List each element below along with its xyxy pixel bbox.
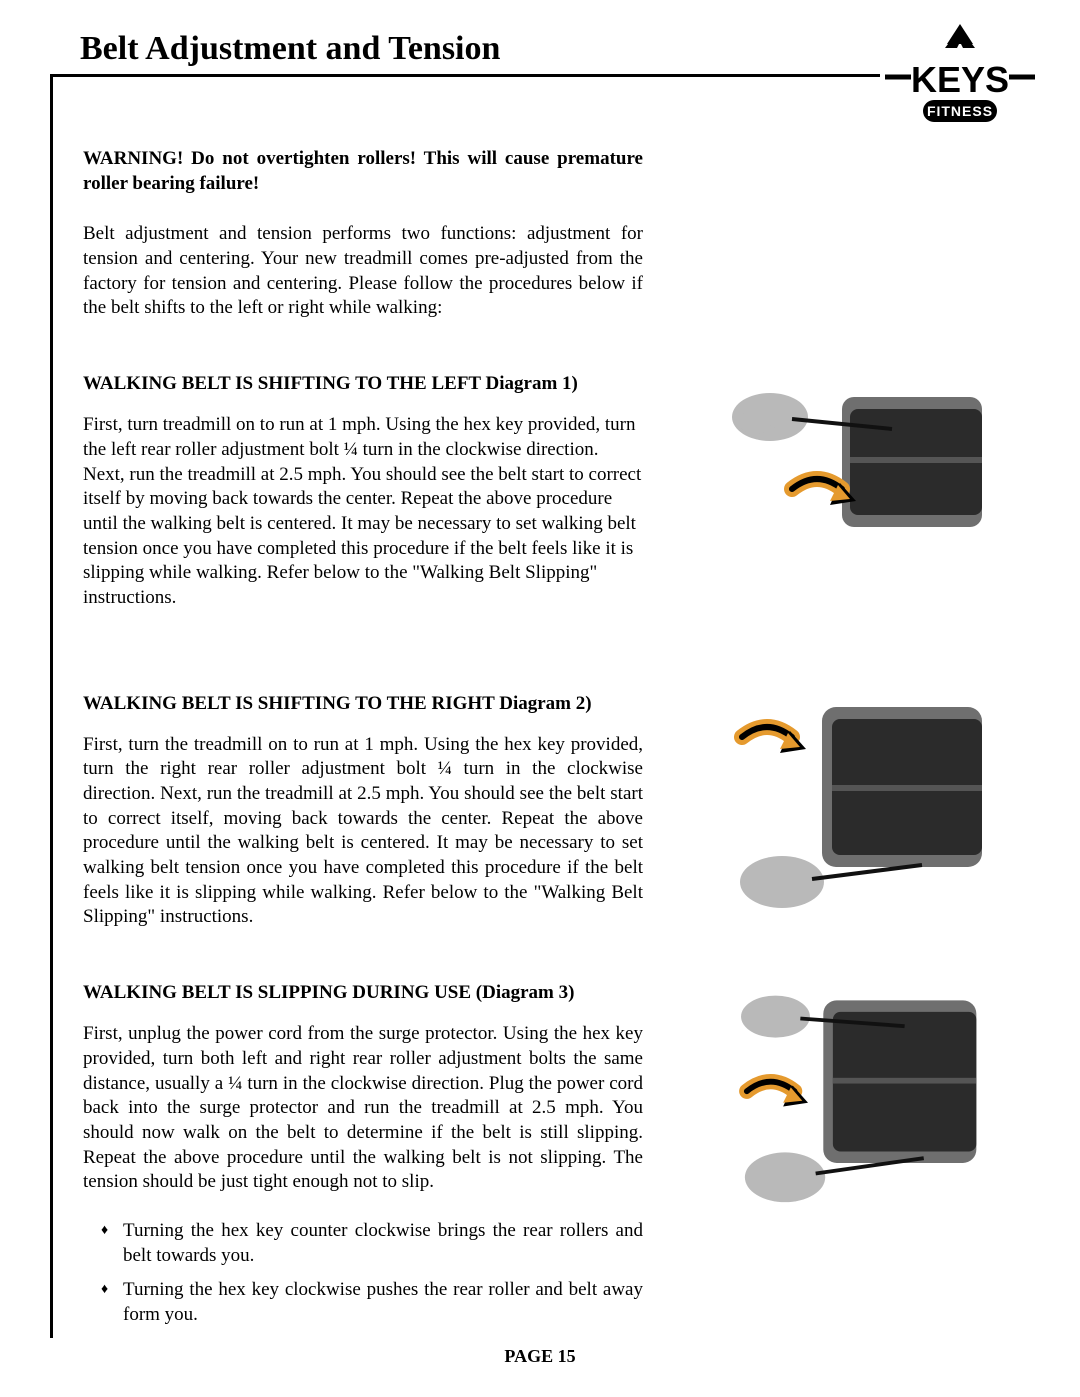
header: Belt Adjustment and Tension KEYS FITNESS (50, 30, 1030, 77)
brand-logo: KEYS FITNESS (880, 22, 1040, 142)
list-item: Turning the hex key counter clockwise br… (101, 1219, 643, 1268)
bullet-list: Turning the hex key counter clockwise br… (83, 1219, 643, 1328)
warning-text: WARNING! Do not overtighten rollers! Thi… (83, 147, 643, 196)
content-frame: WARNING! Do not overtighten rollers! Thi… (50, 77, 1030, 1338)
svg-text:KEYS: KEYS (911, 59, 1009, 100)
keys-fitness-logo-icon: KEYS FITNESS (885, 22, 1035, 132)
section-body: First, turn the treadmill on to run at 1… (83, 733, 643, 931)
page-number: PAGE 15 (0, 1346, 1080, 1367)
section-body: First, turn treadmill on to run at 1 mph… (83, 413, 643, 611)
section-heading: WALKING BELT IS SHIFTING TO THE RIGHT Di… (83, 693, 643, 715)
diagram-3-icon (722, 986, 982, 1206)
intro-row: WARNING! Do not overtighten rollers! Thi… (83, 147, 1030, 345)
section-heading: WALKING BELT IS SLIPPING DURING USE (Dia… (83, 982, 643, 1004)
section-heading: WALKING BELT IS SHIFTING TO THE LEFT Dia… (83, 373, 643, 395)
diagram-2-icon (722, 697, 982, 917)
section-3: WALKING BELT IS SLIPPING DURING USE (Dia… (83, 982, 1030, 1338)
svg-text:FITNESS: FITNESS (927, 103, 993, 119)
section-body: First, unplug the power cord from the su… (83, 1022, 643, 1195)
intro-text: Belt adjustment and tension performs two… (83, 222, 643, 321)
list-item: Turning the hex key clockwise pushes the… (101, 1278, 643, 1327)
section-1: WALKING BELT IS SHIFTING TO THE LEFT Dia… (83, 373, 1030, 635)
diagram-1-icon (722, 377, 982, 547)
section-2: WALKING BELT IS SHIFTING TO THE RIGHT Di… (83, 693, 1030, 955)
